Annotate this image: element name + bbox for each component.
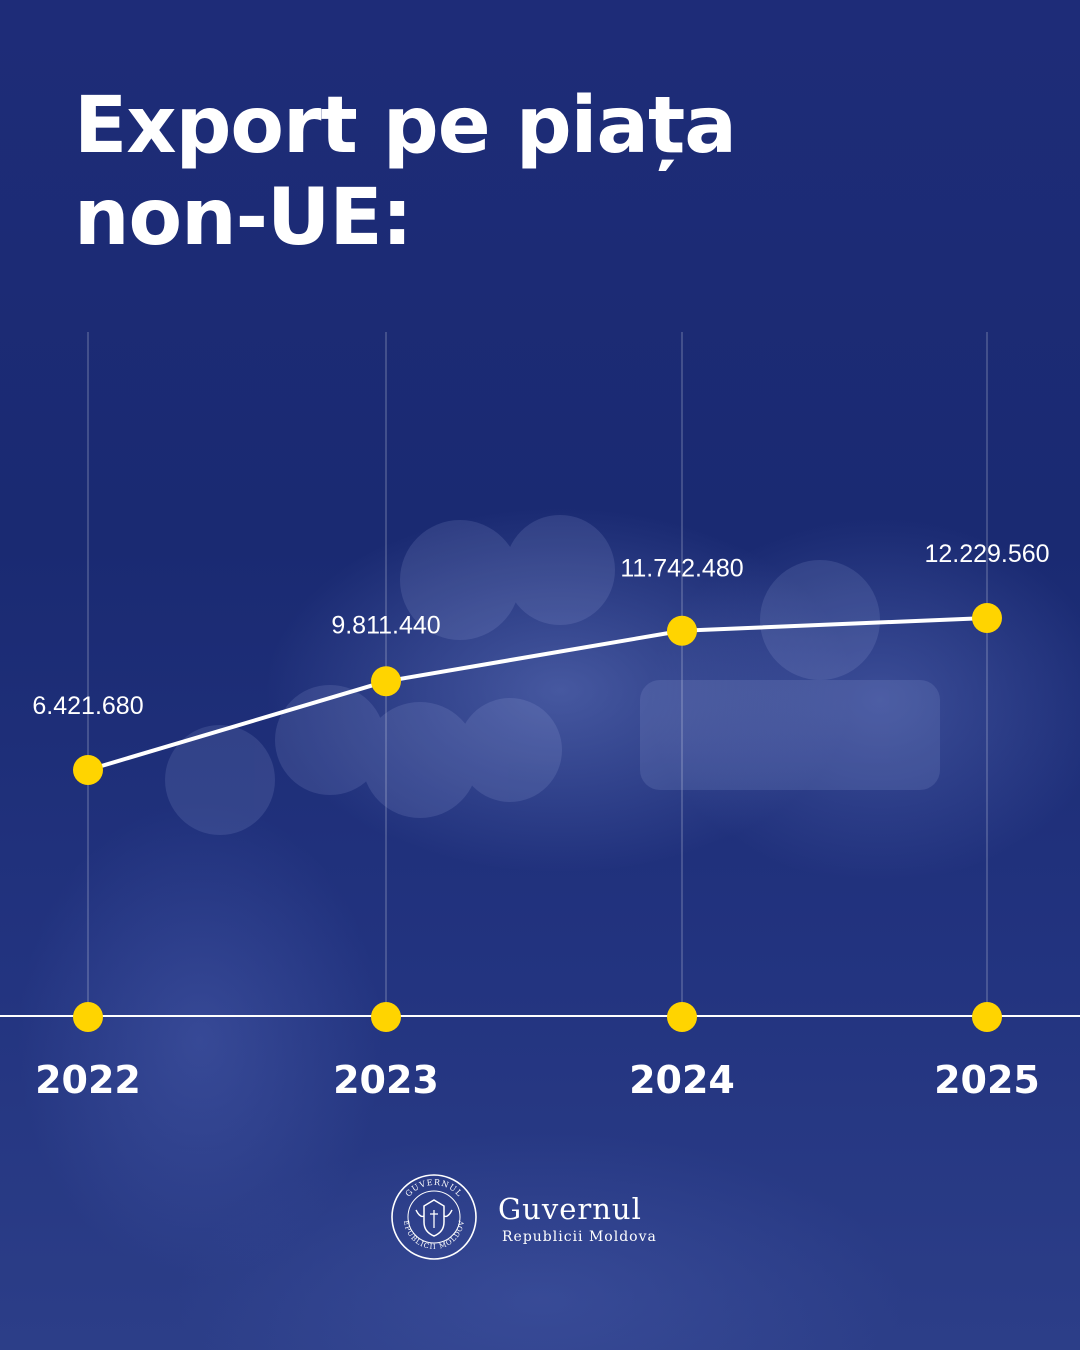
- export-line-chart: 6.421.680 9.811.440 11.742.480 12.229.560 2…: [32, 332, 1049, 1102]
- series-line: [87, 616, 988, 772]
- government-logo: GUVERNUL REPUBLICII MOLDOVA Guvernul Rep…: [390, 1172, 710, 1272]
- vertical-gridlines: [87, 332, 988, 1016]
- data-label-2022: 6.421.680: [32, 692, 143, 720]
- title-line-1: Export pe piața: [74, 81, 737, 171]
- title-line-2: non-UE:: [74, 173, 413, 263]
- data-point-2024: [667, 615, 697, 646]
- x-axis-marker-2024: [667, 1002, 697, 1032]
- x-tick-labels: 2022 2023 2024 2025: [35, 1058, 1040, 1102]
- x-axis-marker-2025: [972, 1002, 1002, 1032]
- chart-ghost-fruit-basket: [165, 515, 940, 835]
- data-point-2025: [972, 603, 1002, 633]
- data-label-2024: 11.742.480: [620, 555, 743, 583]
- data-label-2025: 12.229.560: [924, 540, 1049, 568]
- x-axis-marker-2022: [73, 1002, 103, 1032]
- org-name: Guvernul: [498, 1192, 642, 1226]
- data-labels: 6.421.680 9.811.440 11.742.480 12.229.560: [32, 540, 1049, 720]
- data-label-2023: 9.811.440: [331, 611, 440, 639]
- coat-of-arms-seal-icon: GUVERNUL REPUBLICII MOLDOVA: [390, 1172, 477, 1260]
- data-points: [73, 603, 1002, 785]
- x-tick-label-2025: 2025: [934, 1058, 1040, 1102]
- data-point-2023: [371, 666, 401, 697]
- x-tick-label-2023: 2023: [333, 1058, 439, 1102]
- data-point-2022: [73, 755, 103, 785]
- x-axis-markers: [73, 1002, 1002, 1032]
- x-tick-label-2022: 2022: [35, 1058, 141, 1102]
- x-tick-label-2024: 2024: [629, 1058, 735, 1102]
- org-subtitle: Republicii Moldova: [502, 1229, 657, 1245]
- x-axis-marker-2023: [371, 1002, 401, 1032]
- page-title: Export pe piața non-UE:: [74, 80, 974, 264]
